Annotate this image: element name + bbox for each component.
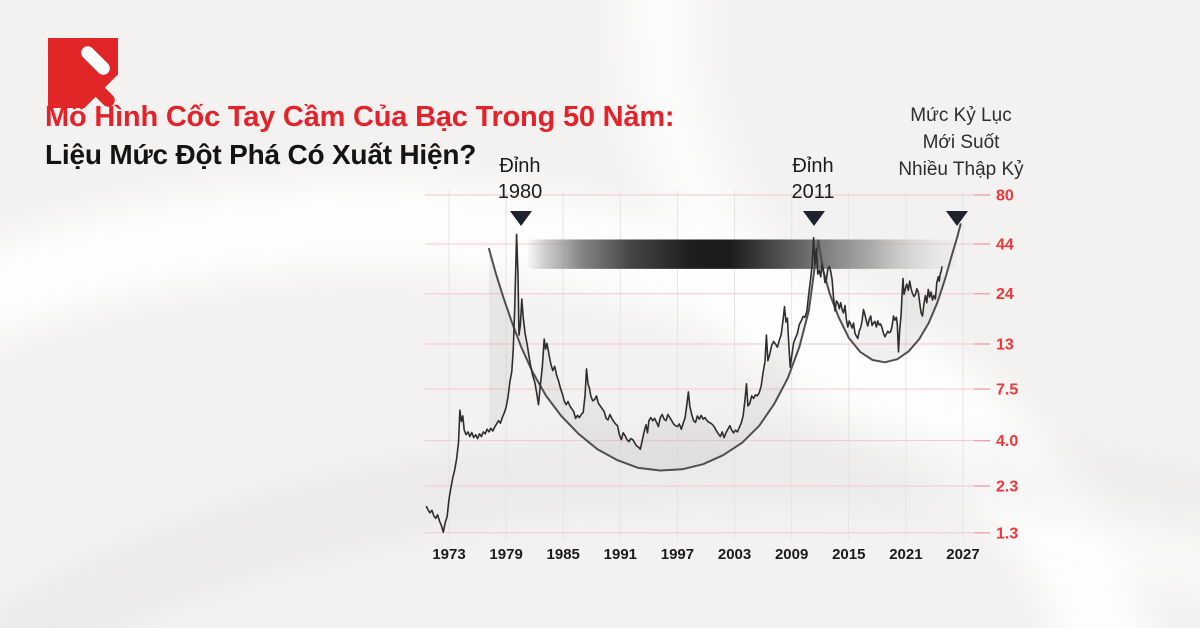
brand-logo — [48, 38, 118, 110]
annotation-record-level: Mức Kỷ Lục Mới Suốt Nhiều Thập Kỷ — [898, 102, 1023, 183]
x-tick-label-1985: 1985 — [547, 546, 580, 563]
silver-price-line — [425, 233, 943, 534]
x-tick-label-1991: 1991 — [604, 546, 637, 563]
x-tick-label-1997: 1997 — [661, 546, 694, 563]
y-tick-label-4.0: 4.0 — [996, 433, 1018, 450]
cup-curve — [488, 239, 820, 472]
y-tick-label-44: 44 — [996, 237, 1014, 254]
annotation-line: Mức Kỷ Lục — [910, 105, 1012, 126]
y-tick-label-24: 24 — [996, 286, 1014, 303]
x-tick-label-1979: 1979 — [489, 546, 522, 563]
peak-marker-triangle-icon — [803, 211, 825, 226]
x-tick-label-2027: 2027 — [946, 546, 979, 563]
y-tick-label-1.3: 1.3 — [996, 525, 1018, 542]
annotation-peak-2011: Đỉnh 2011 — [791, 153, 834, 205]
y-tick-label-7.5: 7.5 — [996, 382, 1018, 399]
resistance-band — [528, 239, 957, 269]
cup-pattern-fill — [489, 234, 945, 471]
y-tick-label-80: 80 — [996, 188, 1014, 205]
x-tick-label-2009: 2009 — [775, 546, 808, 563]
annotation-line: Mới Suốt — [922, 132, 1000, 153]
y-tick-label-2.3: 2.3 — [996, 479, 1018, 496]
annotation-line: Nhiều Thập Kỷ — [898, 159, 1024, 180]
annotation-peak-1980: Đỉnh 1980 — [498, 153, 543, 205]
annotation-line: Đỉnh — [792, 155, 834, 177]
annotation-line: 2011 — [791, 181, 835, 203]
annotation-line: 1980 — [497, 181, 543, 203]
y-tick-label-13: 13 — [996, 337, 1014, 354]
peak-marker-triangle-icon — [510, 211, 532, 226]
x-tick-label-2021: 2021 — [889, 546, 922, 563]
page-subtitle: Liệu Mức Đột Phá Có Xuất Hiện? — [45, 139, 477, 170]
x-tick-label-1973: 1973 — [432, 546, 465, 563]
annotation-line: Đỉnh — [499, 155, 541, 177]
record-marker-triangle-icon — [946, 211, 968, 226]
x-tick-label-2003: 2003 — [718, 546, 751, 563]
page-title: Mô Hình Cốc Tay Cầm Của Bạc Trong 50 Năm… — [45, 101, 675, 133]
x-tick-label-2015: 2015 — [832, 546, 865, 563]
